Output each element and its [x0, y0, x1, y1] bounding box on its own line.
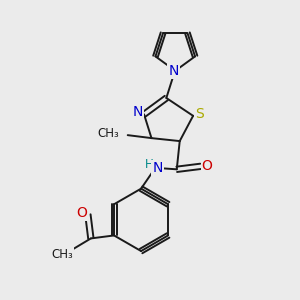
Text: N: N	[132, 105, 143, 119]
Text: CH₃: CH₃	[51, 248, 73, 261]
Text: N: N	[169, 64, 179, 78]
Text: S: S	[195, 107, 204, 121]
Text: O: O	[202, 159, 212, 173]
Text: H: H	[145, 158, 154, 171]
Text: CH₃: CH₃	[98, 127, 119, 140]
Text: O: O	[76, 206, 87, 220]
Text: N: N	[152, 161, 163, 175]
